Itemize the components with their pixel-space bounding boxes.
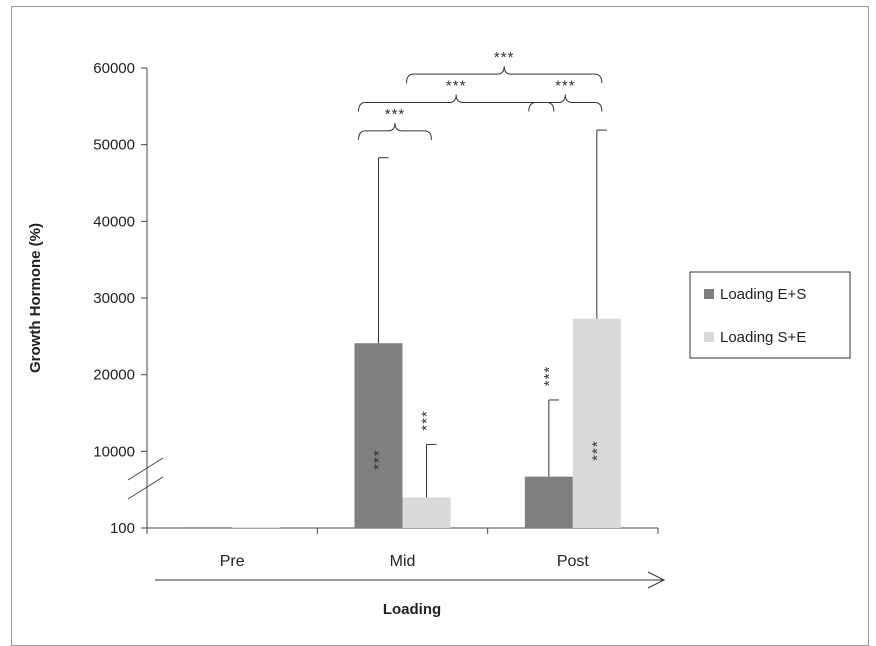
legend-swatch-loading-s-e bbox=[704, 332, 714, 342]
x-axis-title: Loading bbox=[383, 601, 441, 618]
axis-break-mark bbox=[127, 476, 164, 500]
x-axis: Pre Mid Post bbox=[146, 527, 659, 570]
y-tick-label: 60000 bbox=[93, 60, 135, 77]
bar bbox=[524, 476, 573, 528]
bracket-label: *** bbox=[494, 49, 515, 66]
bar bbox=[232, 527, 281, 528]
axis-break-mark bbox=[127, 457, 164, 481]
x-tick-label: Mid bbox=[390, 553, 416, 570]
x-tick-label: Pre bbox=[220, 553, 245, 570]
bar bbox=[354, 343, 403, 528]
y-tick-label: 30000 bbox=[93, 290, 135, 307]
significance-label: *** bbox=[419, 410, 436, 431]
y-tick-label: 40000 bbox=[93, 213, 135, 230]
legend-label-loading-s-e: Loading S+E bbox=[720, 329, 806, 346]
significance-bracket bbox=[358, 122, 432, 140]
significance-label: *** bbox=[371, 449, 388, 470]
y-tick-label: 50000 bbox=[93, 137, 135, 154]
bar-chart: 100 10000 20000 30000 40000 50000 60000 Pre Mid… bbox=[27, 49, 851, 618]
bar bbox=[184, 527, 233, 528]
bracket-label: *** bbox=[555, 78, 576, 95]
bar bbox=[572, 318, 621, 528]
legend-box bbox=[689, 271, 851, 359]
legend-swatch-loading-e-s bbox=[704, 289, 714, 299]
significance-label: *** bbox=[541, 366, 558, 387]
y-tick-label: 20000 bbox=[93, 367, 135, 384]
y-tick-label: 10000 bbox=[93, 443, 135, 460]
legend: Loading E+S Loading S+E bbox=[689, 271, 851, 359]
error-bars bbox=[378, 129, 607, 498]
legend-label-loading-e-s: Loading E+S bbox=[720, 286, 806, 303]
bracket-label: *** bbox=[446, 78, 467, 95]
bars bbox=[184, 318, 621, 528]
y-tick-label: 100 bbox=[110, 520, 135, 537]
y-axis: 100 10000 20000 30000 40000 50000 60000 bbox=[93, 60, 164, 537]
significance-brackets: *** *** *** *** bbox=[358, 49, 603, 140]
significance-bracket bbox=[358, 94, 555, 112]
significance-annotations: *** *** *** *** bbox=[371, 366, 606, 470]
y-axis-title: Growth Hormone (%) bbox=[27, 223, 44, 373]
x-tick-label: Post bbox=[557, 553, 590, 570]
bar bbox=[402, 497, 451, 528]
significance-label: *** bbox=[589, 440, 606, 461]
bracket-label: *** bbox=[385, 106, 406, 123]
significance-bracket bbox=[528, 94, 603, 112]
loading-arrow bbox=[155, 571, 666, 589]
